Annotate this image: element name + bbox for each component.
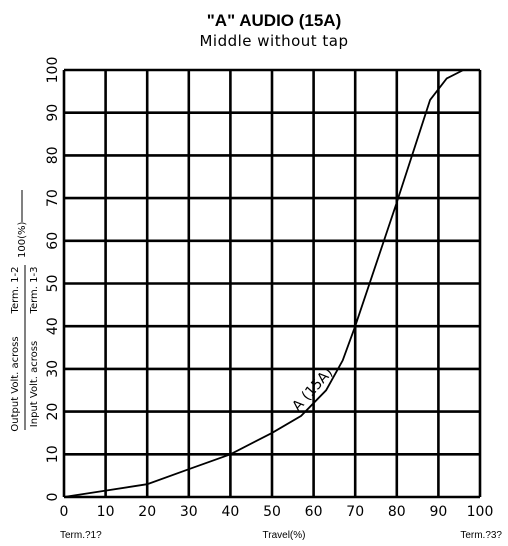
chart-subtitle: Middle without tap — [199, 32, 348, 50]
y-tick-label: 40 — [45, 317, 61, 335]
y-label-numerator: Output Volt. across — [10, 336, 21, 431]
y-tick-label: 60 — [45, 232, 61, 250]
x-tick-label: 90 — [429, 504, 447, 520]
y-tick-label: 30 — [45, 360, 61, 378]
x-tick-label: 100 — [467, 504, 494, 520]
x-tick-label: 50 — [263, 504, 281, 520]
y-tick-label: 0 — [45, 493, 61, 502]
x-tick-label: 30 — [180, 504, 198, 520]
x-tick-label: 40 — [221, 504, 239, 520]
y-tick-label: 80 — [45, 146, 61, 164]
x-end-right-label: Term.?3? — [460, 530, 502, 541]
x-tick-label: 0 — [60, 504, 69, 520]
y-tick-label: 10 — [45, 445, 61, 463]
x-end-left-label: Term.?1? — [60, 530, 102, 541]
x-tick-label: 60 — [305, 504, 323, 520]
x-tick-label: 10 — [97, 504, 115, 520]
y-tick-label: 20 — [45, 403, 61, 421]
series-line-a-15a — [63, 69, 464, 498]
y-label-tail: 100(%) — [17, 222, 28, 258]
y-tick-label: 90 — [45, 104, 61, 122]
curve-layer — [63, 69, 464, 498]
y-axis-label: Output Volt. across Term. 1-2 Input Volt… — [10, 190, 40, 432]
x-tick-label: 80 — [388, 504, 406, 520]
x-axis-label: Travel(%) — [263, 530, 306, 541]
x-tick-label: 70 — [346, 504, 364, 520]
y-tick-label: 50 — [45, 275, 61, 293]
chart-title: "A" AUDIO (15A) — [207, 11, 342, 30]
y-tick-label: 100 — [45, 57, 61, 84]
y-label-numerator-term: Term. 1-2 — [10, 267, 21, 315]
x-tick-label: 20 — [138, 504, 156, 520]
tick-labels: 0 10 20 30 40 50 60 70 80 90 100 0 10 20 30 40 50 60 70 80 9… — [45, 57, 493, 520]
grid — [62, 68, 482, 499]
y-label-denominator: Input Volt. across — [29, 341, 40, 427]
y-label-denominator-term: Term. 1-3 — [29, 267, 40, 315]
y-tick-label: 70 — [45, 189, 61, 207]
